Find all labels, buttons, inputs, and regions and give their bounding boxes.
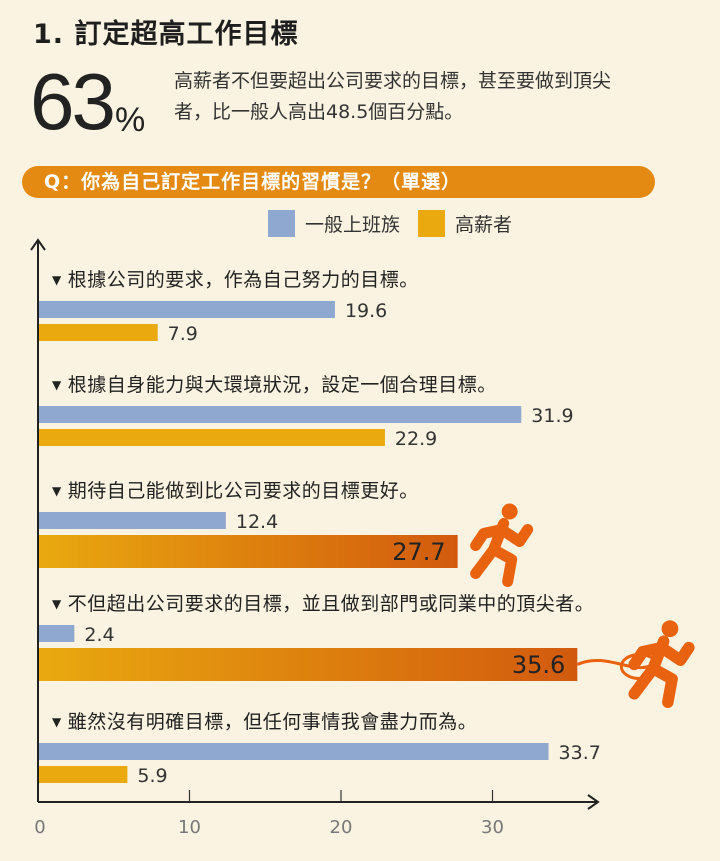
value-label-general: 33.7 [559,742,601,764]
bullet-triangle: ▼ [52,484,62,498]
y-axis-arrow [30,238,46,251]
x-tick-label: 20 [330,817,353,838]
category-label: ▼ 根據公司的要求，作為自己努力的目標。 [52,265,419,292]
bullet-triangle: ▼ [52,597,62,611]
legend-item-high: 高薪者 [418,210,512,237]
runner-body [628,635,695,708]
category-label: ▼ 不但超出公司要求的目標，並且做到部門或同業中的頂尖者。 [52,589,594,616]
category-text: 不但超出公司要求的目標，並且做到部門或同業中的頂尖者。 [67,593,595,615]
bar-high-earner [38,648,578,681]
value-label-high-earner: 22.9 [395,428,437,450]
category-text: 根據自身能力與大環境狀況，設定一個合理目標。 [67,374,497,396]
value-label-general: 2.4 [84,624,114,646]
bar-general [38,406,522,423]
legend-item-general: 一般上班族 [268,210,400,237]
runner-head [501,503,518,520]
bar-high-earner [38,766,128,783]
headline-stat: 63 % [30,62,145,142]
category-label: ▼ 期待自己能做到比公司要求的目標更好。 [52,476,419,503]
runner-head [661,620,679,638]
legend-swatch-general [268,210,295,237]
bullet-triangle: ▼ [52,715,62,729]
legend-label-general: 一般上班族 [305,214,401,236]
bar-general [38,743,549,760]
bullet-triangle: ▼ [52,378,62,392]
rope-line [576,658,657,670]
category-label: ▼ 根據自身能力與大環境狀況，設定一個合理目標。 [52,370,497,397]
value-label-high-earner: 35.6 [512,651,565,679]
bar-high-earner [38,324,158,341]
page-title: 1. 訂定超高工作目標 [33,19,299,50]
bullet-triangle: ▼ [52,273,62,287]
value-label-high-earner: 5.9 [137,765,167,787]
bar-high-earner [38,535,458,568]
x-axis-arrow [587,794,600,810]
stat-unit: % [114,101,146,139]
legend-swatch-high [418,210,446,237]
chart-legend: 一般上班族 高薪者 [268,210,530,237]
value-label-general: 19.6 [345,300,387,322]
x-tick-label: 0 [34,817,45,838]
x-tick-label: 10 [178,817,201,838]
runner-icon [470,503,534,587]
runner-body [470,518,534,587]
legend-label-high: 高薪者 [455,214,513,236]
bar-general [38,512,226,529]
category-text: 根據公司的要求，作為自己努力的目標。 [67,269,419,291]
runner-with-rope-icon [576,620,695,708]
value-label-high-earner: 27.7 [392,538,445,566]
x-tick-label: 30 [481,817,504,838]
bar-general [38,625,75,642]
bar-high-earner [38,429,385,446]
stat-value: 63 [30,57,116,146]
category-text: 雖然沒有明確目標，但任何事情我會盡力而為。 [67,711,478,733]
bar-general [38,301,335,318]
stat-description: 高薪者不但要超出公司要求的目標，甚至要做到頂尖者，比一般人高出48.5個百分點。 [174,70,612,123]
value-label-general: 12.4 [236,511,278,533]
category-text: 期待自己能做到比公司要求的目標更好。 [67,480,419,502]
value-label-general: 31.9 [531,405,573,427]
category-label: ▼ 雖然沒有明確目標，但任何事情我會盡力而為。 [52,707,477,734]
value-label-high-earner: 7.9 [168,323,198,345]
question-banner: Q：你為自己訂定工作目標的習慣是？（單選） [22,166,655,198]
